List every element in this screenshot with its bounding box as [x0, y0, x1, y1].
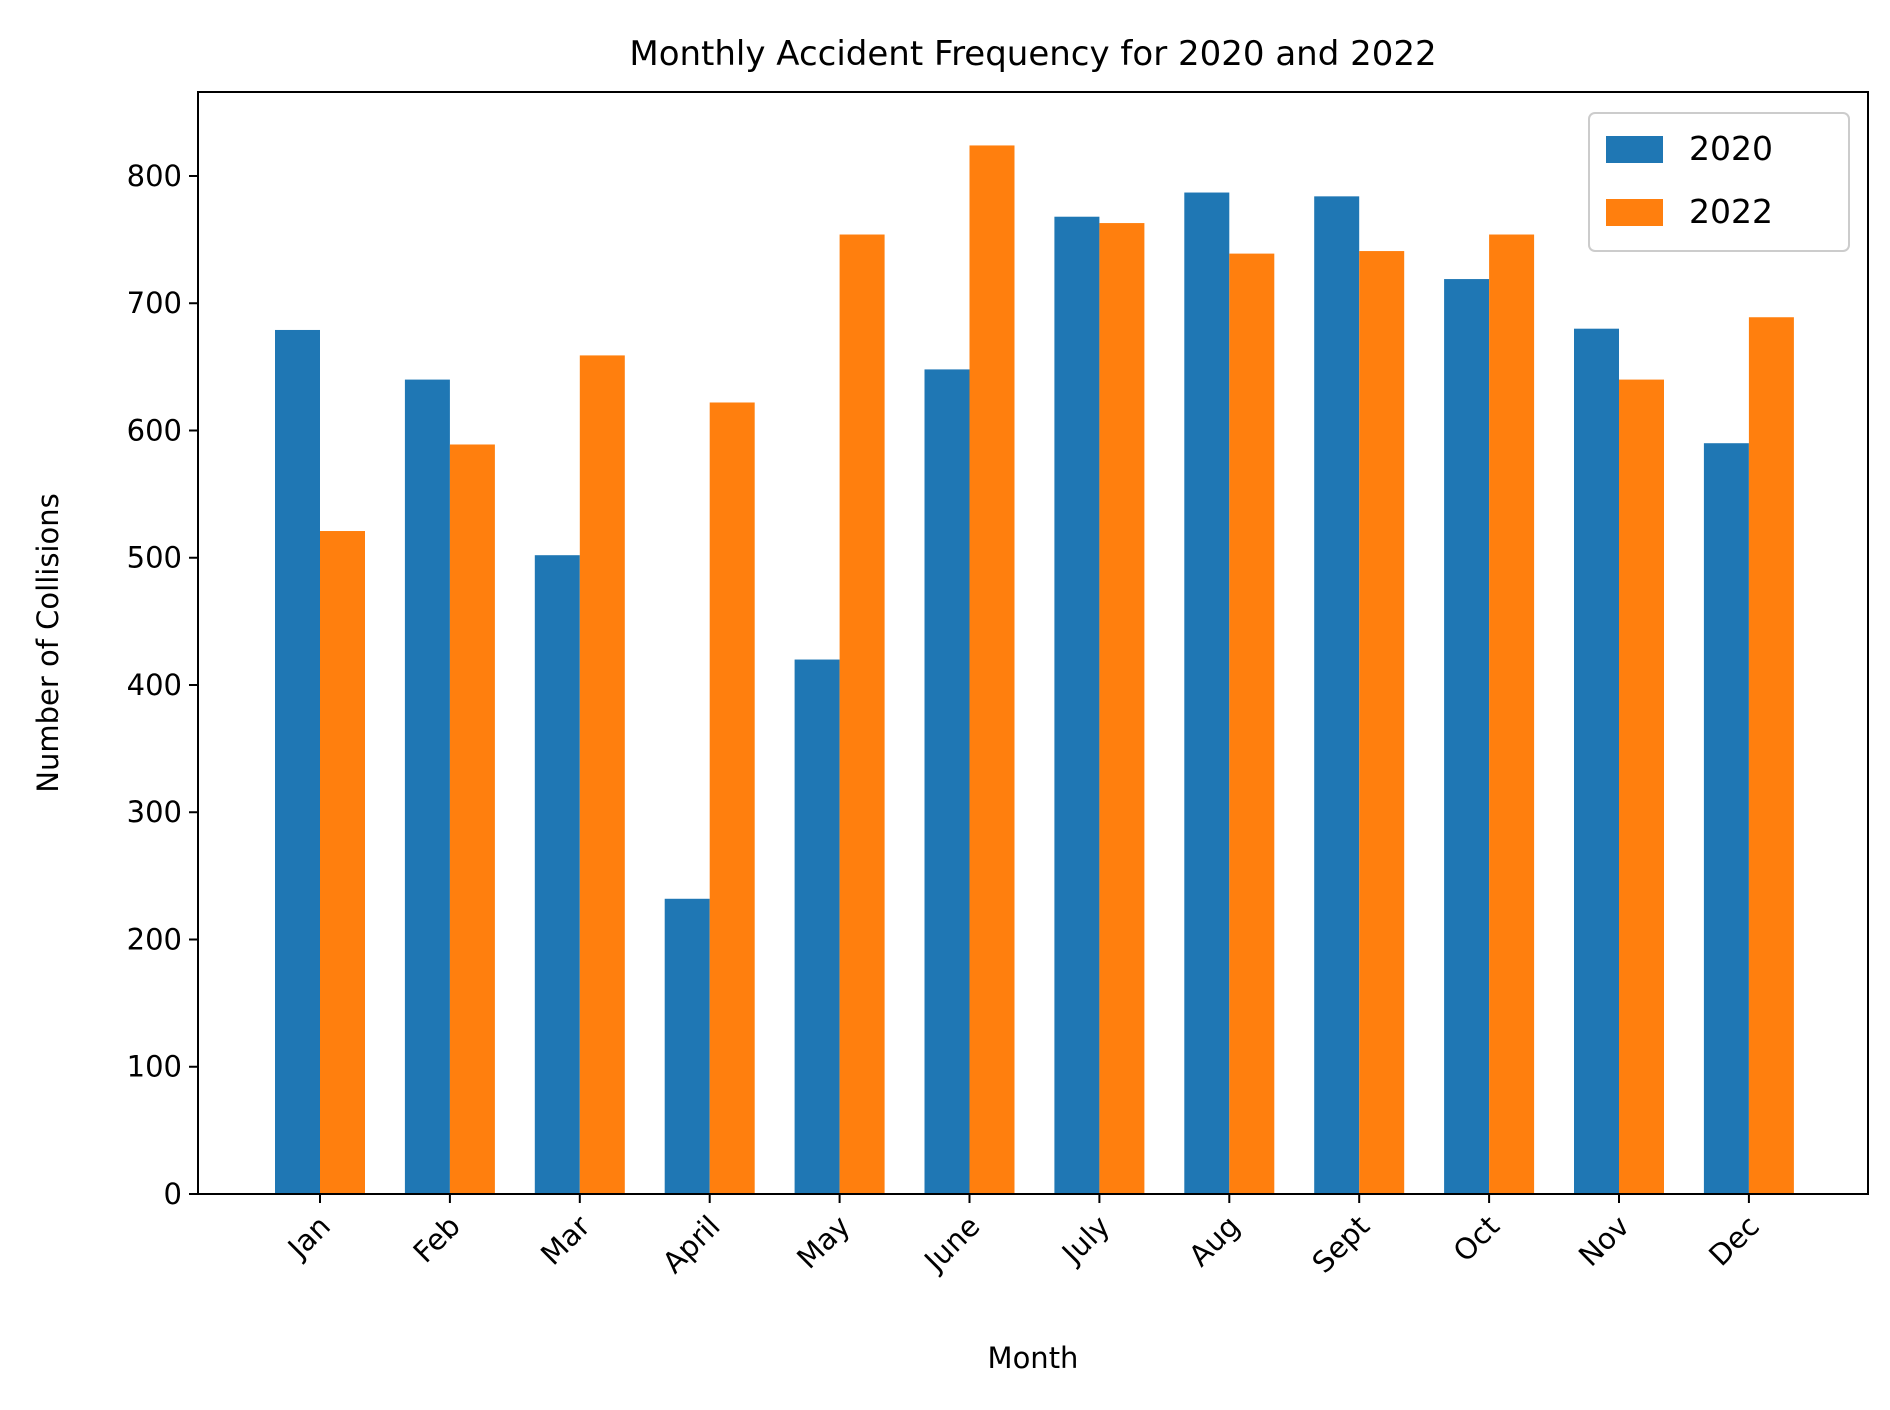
bar-2022-may: [839, 234, 885, 1194]
bar-2020-may: [794, 659, 840, 1194]
legend-swatch-2022: [1606, 199, 1663, 226]
bar-2020-mar: [534, 555, 580, 1194]
bar-2022-dec: [1748, 317, 1794, 1194]
bar-2020-jan: [275, 329, 320, 1195]
bar-2022-april: [709, 402, 755, 1194]
bar-2020-feb: [404, 379, 450, 1195]
legend-label-2020: 2020: [1689, 129, 1773, 168]
bar-2020-april: [664, 898, 710, 1194]
bar-2022-june: [969, 145, 1015, 1195]
bar-2022-july: [1099, 223, 1145, 1194]
legend-label-2022: 2022: [1689, 192, 1773, 231]
y-tick-label: 700: [127, 286, 182, 320]
bar-2020-dec: [1703, 443, 1749, 1195]
bar-2020-oct: [1444, 279, 1490, 1194]
x-axis-label: Month: [988, 1341, 1079, 1375]
y-axis-ticks: 0 100 200 300 400 500 600 700 800: [127, 159, 198, 1211]
bar-2022-jan: [320, 531, 365, 1194]
bar-2022-sept: [1359, 251, 1405, 1194]
bar-2022-mar: [579, 355, 625, 1194]
y-tick-label: 0: [164, 1177, 182, 1211]
bar-2022-aug: [1229, 253, 1275, 1195]
y-tick-label: 500: [127, 541, 182, 575]
bar-2020-june: [924, 369, 970, 1194]
y-axis-label: Number of Collisions: [31, 493, 65, 792]
y-tick-label: 200: [127, 922, 182, 956]
y-tick-label: 100: [127, 1050, 182, 1084]
bar-2020-aug: [1184, 192, 1230, 1194]
bar-2020-sept: [1314, 196, 1360, 1195]
bars-group: [275, 145, 1794, 1195]
y-tick-label: 300: [127, 795, 182, 829]
bar-2022-feb: [449, 444, 495, 1194]
bar-2022-nov: [1619, 379, 1664, 1195]
bar-2022-oct: [1489, 234, 1535, 1194]
y-tick-label: 800: [127, 159, 182, 193]
legend: 2020 2022: [1588, 112, 1850, 252]
bar-2020-july: [1054, 216, 1100, 1194]
y-tick-label: 600: [127, 413, 182, 447]
chart-title: Monthly Accident Frequency for 2020 and …: [629, 34, 1436, 74]
legend-swatch-2020: [1606, 136, 1663, 163]
bar-2020-nov: [1574, 328, 1619, 1194]
y-tick-label: 400: [127, 668, 182, 702]
plot-frame: [197, 91, 1869, 1195]
